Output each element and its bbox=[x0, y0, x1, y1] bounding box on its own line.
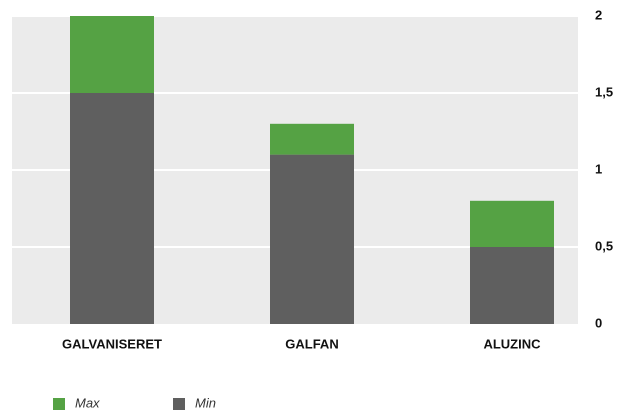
y-tick-label: 0 bbox=[595, 315, 602, 330]
x-tick-label: ALUZINC bbox=[483, 336, 541, 351]
legend-swatch bbox=[173, 398, 185, 410]
y-tick-label: 1,5 bbox=[595, 84, 613, 99]
bar-segment bbox=[270, 123, 354, 155]
y-tick-label: 0,5 bbox=[595, 238, 613, 253]
y-tick-label: 1 bbox=[595, 161, 602, 176]
y-tick-label: 2 bbox=[595, 7, 602, 22]
bar-segment bbox=[470, 200, 554, 247]
bar-segment bbox=[70, 93, 154, 324]
legend-label: Max bbox=[75, 395, 100, 410]
legend-label: Min bbox=[195, 395, 216, 410]
bar-segment bbox=[270, 154, 354, 324]
bar-segment bbox=[470, 247, 554, 324]
x-tick-label: GALVANISERET bbox=[62, 336, 162, 351]
legend-swatch bbox=[53, 398, 65, 410]
bar-segment bbox=[70, 16, 154, 93]
x-tick-label: GALFAN bbox=[285, 336, 338, 351]
